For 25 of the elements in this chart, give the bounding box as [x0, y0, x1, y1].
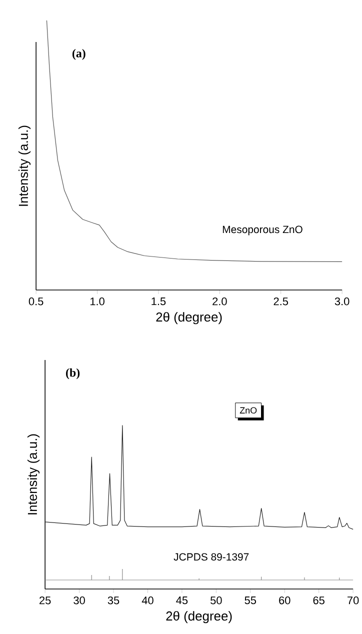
x-tick-label: 45: [176, 596, 188, 604]
x-tick-label: 1.5: [152, 298, 166, 306]
x-tick-label: 1.0: [90, 298, 104, 306]
x-tick-label: 25: [39, 596, 51, 604]
x-tick-label: 2.5: [274, 298, 288, 306]
annotation: Mesoporous ZnO: [222, 226, 302, 236]
x-tick-label: 35: [108, 596, 120, 604]
x-axis-title: 2θ (degree): [156, 312, 222, 324]
text: (b): [66, 368, 80, 380]
x-axis-title: 2θ (degree): [166, 611, 232, 624]
x-tick-label: 65: [313, 596, 324, 604]
x-tick-label: 60: [279, 596, 290, 604]
annotation: (a): [72, 48, 86, 60]
x-tick-label: 0.5: [28, 298, 44, 306]
y-axis-title: Intensity (a.u.): [18, 126, 31, 206]
x-tick-label: 50: [210, 596, 222, 604]
annotation: JCPDS 89-1397: [174, 553, 249, 561]
text: ZnO: [240, 407, 257, 414]
x-tick-label: 2.0: [212, 298, 227, 306]
x-tick-label: 30: [74, 596, 85, 604]
x-tick-label: 55: [244, 596, 256, 604]
x-tick-label: 70: [348, 596, 359, 604]
x-tick-label: 40: [142, 596, 154, 604]
y-axis-title: Intensity (a.u.): [27, 434, 40, 514]
x-tick-label: 3.0: [334, 298, 350, 306]
